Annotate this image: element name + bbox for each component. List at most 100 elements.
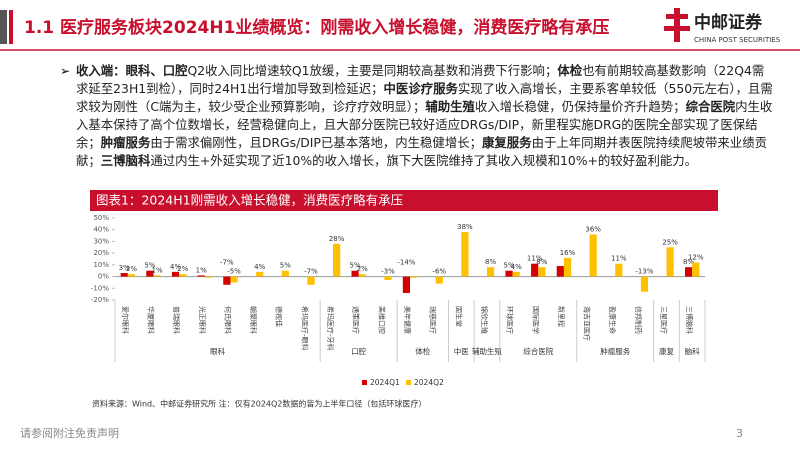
x-tick-label: 希玛医疗-眼科 [300,306,309,351]
bar [410,276,418,278]
data-label: 25% [662,238,678,246]
chart: -20%-10%0%10%20%30%40%50%爱尔眼科3%2%华厦眼科5%1… [91,214,706,387]
logo-text: 中邮证券 [694,12,763,33]
text-run: 由于上年同期并表医院持续爬坡带来业绩贡献； [76,135,767,168]
text-run: 综合医院 [685,99,736,114]
data-label: 2% [126,265,137,273]
bar [666,247,674,277]
data-label: 36% [585,225,601,233]
chart-source: 资料来源：Wind、中邮证券研究所 注：仅有2024Q2数据的皆为上半年口径（包… [92,399,426,409]
x-tick-label: 三博脑科 [685,306,694,334]
bar [615,263,623,277]
data-label: 4% [254,263,265,271]
x-tick-label: 海吉亚医疗 [583,306,592,341]
x-tick-label: 光正眼科 [198,306,207,334]
y-tick-label: -20% [91,296,109,304]
data-label: -7% [304,268,318,276]
text-run: 康复服务 [482,135,532,150]
disclaimer: 请参阅附注免责声明 [20,426,119,440]
data-label: 3% [119,264,130,272]
text-run: 三博脑科 [100,153,151,168]
x-tick-label: 固生堂 [454,306,463,327]
data-label: 38% [457,223,473,231]
legend-label: 2024Q1 [370,378,400,387]
group-label: 眼科 [210,346,225,356]
y-tick-label: -10% [91,284,109,292]
bar [640,276,649,292]
bar [307,276,315,285]
text-run: 内生收入基本保持了高个位数增长，经营稳健向上，且大部分医院已较好适应DRGs/D… [76,99,773,150]
text-run: 也有前期较高基数影响（22Q4需求延至23H1到检），同时24H1出行增加导致到… [76,63,765,96]
bar [153,275,161,277]
bar [281,270,289,277]
data-label: 16% [560,249,576,257]
data-label: 28% [329,235,345,243]
x-tick-label: 环球医疗 [506,306,515,334]
data-label: 5% [280,262,291,270]
deco [0,10,7,44]
bar [256,271,264,277]
group-label: 综合医院 [523,346,553,356]
x-tick-label: 盈康生命 [608,306,617,334]
data-label: 2% [177,265,188,273]
legend-swatch [362,380,367,385]
data-label: -6% [432,268,446,276]
bar [538,267,546,277]
x-tick-label: 美维口腔 [377,306,386,334]
bar [171,271,180,277]
data-label: 2% [357,265,368,273]
x-tick-label: 锦欣生殖 [480,306,489,334]
page-number: 3 [736,427,743,440]
bar [512,271,520,277]
data-label: -13% [635,268,653,276]
x-tick-label: 三星医疗 [660,306,669,334]
bar [692,262,700,277]
bar [120,273,128,277]
group-label: 中医 [454,346,469,356]
data-label: -14% [397,259,415,267]
x-tick-label: 美年健康 [403,306,412,334]
deco [9,10,13,44]
text-run: Q2收入同比增速较Q1放缓，主要是同期较高基数和消费下行影响； [187,63,558,78]
x-tick-label: 普瑞眼科 [172,306,181,334]
text-run: 收入增长稳健，仍保持量价齐升趋势； [474,99,686,114]
bar [179,274,187,277]
x-tick-label: 国际医学 [531,306,540,334]
text-run: 通过内生+外延实现了近10%的收入增长，旗下大医院维持了其收入规模和10%+的较… [150,153,698,168]
legend-swatch [406,380,411,385]
bar [531,263,539,277]
bar [505,270,513,277]
y-tick-label: 50% [93,214,109,222]
group-label: 脑科 [685,346,700,356]
group-label: 辅助生殖 [472,346,502,356]
bar [435,276,443,284]
text-run: 实现了收入高增长，主要系客单较低（550元左右），且需求较为刚性（C端为主，较少… [76,81,773,114]
group-label: 口腔 [351,346,366,356]
text-run: 体检 [557,63,583,78]
bullet-paragraph: 收入端：眼科、口腔Q2收入同比增速较Q1放缓，主要是同期较高基数和消费下行影响；… [76,62,776,170]
y-tick-label: 20% [93,249,109,257]
bar [486,267,495,277]
logo-en: CHINA POST SECURITIES [694,36,781,44]
legend-label: 2024Q2 [414,378,444,387]
y-tick-label: 0% [98,273,109,281]
bar [333,243,341,277]
x-tick-label: 希玛医疗-牙科 [326,306,335,351]
text-run: 由于需求偏刚性，且DRGs/DIP已基本落地，内生稳健增长； [150,135,482,150]
data-label: 8% [536,258,547,266]
chart-title: 图表1：2024H1刚需收入增长稳健，消费医疗略有承压 [96,193,403,208]
data-label: 8% [683,258,694,266]
bar [351,270,359,277]
text-run: 收入端： [76,63,126,78]
text-run: 中医诊疗服务 [383,81,458,96]
data-label: 12% [688,254,704,262]
bar [563,257,572,277]
y-tick-label: 40% [93,226,109,234]
y-tick-label: 30% [93,237,109,245]
bar [146,270,154,277]
bar [589,234,597,277]
data-label: 1% [196,266,207,274]
data-label: 5% [144,262,155,270]
x-tick-label: 新里程 [557,306,566,327]
slide-title: 1.1 医疗服务板块2024H1业绩概览：刚需收入增长稳健，消费医疗略有承压 [24,17,609,38]
